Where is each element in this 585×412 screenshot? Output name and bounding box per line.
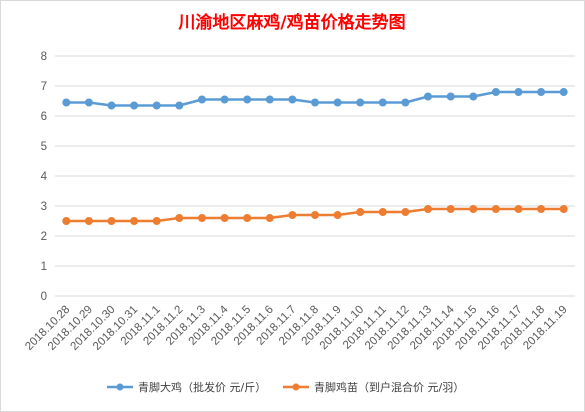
data-point [152, 217, 161, 225]
chart-title: 川渝地区麻鸡/鸡苗价格走势图 [177, 12, 405, 33]
legend-item: 青脚大鸡（批发价 元/斤） [107, 380, 266, 394]
data-point [220, 95, 229, 104]
series-group [62, 88, 568, 225]
legend-swatch-marker [116, 383, 124, 391]
data-point [288, 95, 297, 104]
series-2 [62, 205, 568, 225]
data-point [198, 214, 206, 222]
data-point [559, 88, 568, 96]
data-point [469, 92, 478, 101]
x-axis-tick-labels: 2018.10.282018.10.292018.10.302018.10.31… [23, 303, 570, 353]
data-point [107, 217, 116, 225]
data-point [491, 205, 500, 213]
y-tick-label: 7 [41, 81, 47, 93]
y-tick-label: 4 [41, 171, 48, 183]
data-point [559, 205, 568, 213]
data-point [537, 88, 546, 96]
data-point [311, 98, 319, 107]
y-tick-label: 3 [41, 201, 47, 213]
data-point [130, 217, 139, 225]
y-tick-label: 1 [41, 261, 47, 273]
data-point [378, 98, 387, 107]
data-point [446, 205, 455, 213]
data-point [333, 98, 342, 107]
data-point [356, 98, 365, 107]
data-point [243, 214, 252, 222]
y-tick-label: 2 [41, 231, 47, 243]
legend-item: 青脚鸡苗（到户混合价 元/羽） [283, 380, 464, 394]
legend-label: 青脚鸡苗（到户混合价 元/羽） [314, 380, 464, 394]
data-point [469, 205, 478, 213]
data-point [401, 98, 410, 107]
data-point [175, 214, 184, 222]
data-point [537, 205, 546, 213]
data-point [62, 98, 71, 107]
data-point [356, 208, 365, 216]
y-tick-label: 0 [41, 291, 47, 303]
y-tick-label: 6 [41, 111, 47, 123]
data-point [107, 101, 116, 110]
data-point [175, 101, 184, 110]
legend-swatch-marker [292, 383, 300, 391]
data-point [401, 208, 410, 216]
data-point [84, 217, 93, 225]
data-point [311, 211, 319, 219]
data-point [220, 214, 229, 222]
data-point [62, 217, 71, 225]
gridlines [55, 55, 575, 297]
data-point [265, 214, 274, 222]
y-tick-label: 5 [41, 141, 47, 153]
data-point [288, 211, 297, 219]
y-axis-tick-labels: 0 1 2 3 4 5 6 7 8 [41, 51, 48, 303]
series-1 [62, 88, 568, 110]
legend-label: 青脚大鸡（批发价 元/斤） [138, 380, 266, 394]
data-point [130, 101, 139, 110]
y-tick-label: 8 [41, 51, 47, 63]
data-point [152, 101, 161, 110]
data-point [424, 92, 432, 101]
data-point [491, 88, 500, 96]
data-point [265, 95, 274, 104]
data-point [243, 95, 252, 104]
data-point [424, 205, 432, 213]
data-point [514, 88, 523, 96]
data-point [84, 98, 93, 107]
data-point [333, 211, 342, 219]
legend: 青脚大鸡（批发价 元/斤） 青脚鸡苗（到户混合价 元/羽） [107, 380, 464, 394]
data-point [378, 208, 387, 216]
data-point [198, 95, 206, 104]
data-point [514, 205, 523, 213]
data-point [446, 92, 455, 101]
